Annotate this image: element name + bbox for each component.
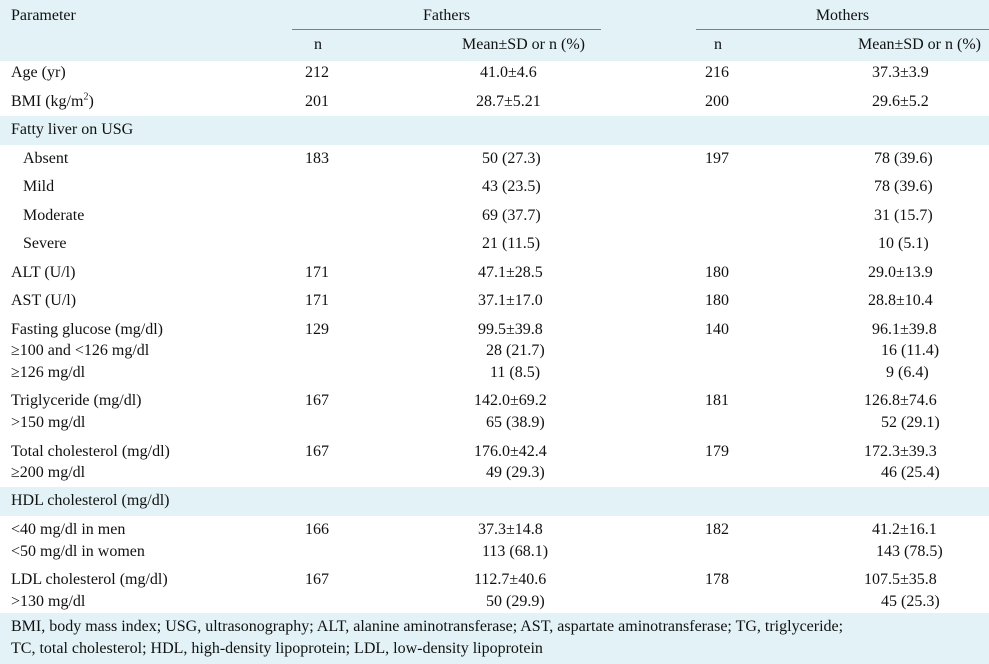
row-glucose-b-label: ≥126 mg/dl (11, 364, 86, 381)
row-ldl-a-f-v: 50 (29.9) (486, 593, 545, 610)
row-glucose-f-v: 99.5±39.8 (478, 321, 543, 338)
row-hdl-a-f-v: 37.3±14.8 (478, 521, 543, 538)
header-parameter: Parameter (11, 7, 76, 24)
row-ast-m-n: 180 (705, 292, 729, 309)
row-tg-a-f-v: 65 (38.9) (486, 414, 545, 431)
header-mothers-mean: Mean±SD or n (%) (858, 36, 981, 53)
row-age-label: Age (yr) (11, 64, 66, 81)
table-header (0, 0, 989, 61)
row-moderate-label: Moderate (23, 207, 85, 224)
row-shade-fatty (0, 116, 989, 145)
row-alt-m-n: 180 (705, 264, 729, 281)
row-hdl-label: HDL cholesterol (mg/dl) (11, 492, 170, 509)
row-ast-m-v: 28.8±10.4 (868, 292, 933, 309)
row-tg-a-m-v: 52 (29.1) (881, 414, 940, 431)
row-absent-m-n: 197 (705, 150, 729, 167)
row-tc-a-f-v: 49 (29.3) (486, 464, 545, 481)
row-hdl-a-m-n: 182 (705, 521, 729, 538)
row-age-m-v: 37.3±3.9 (872, 64, 929, 81)
row-mild-label: Mild (23, 178, 55, 195)
row-glucose-b-m-v: 9 (6.4) (886, 364, 929, 381)
row-alt-f-v: 47.1±28.5 (478, 264, 543, 281)
row-bmi-m-n: 200 (705, 93, 729, 110)
row-severe-f-v: 21 (11.5) (482, 235, 541, 252)
row-tg-f-n: 167 (305, 392, 329, 409)
row-glucose-f-n: 129 (305, 321, 329, 338)
row-ldl-label: LDL cholesterol (mg/dl) (11, 571, 168, 588)
row-absent-m-v: 78 (39.6) (874, 150, 933, 167)
header-fathers-mean: Mean±SD or n (%) (462, 36, 585, 53)
row-tg-label: Triglyceride (mg/dl) (11, 392, 142, 409)
row-tc-a-label: ≥200 mg/dl (11, 464, 86, 481)
footnote-line-2: TC, total cholesterol; HDL, high-density… (11, 640, 543, 657)
row-ast-label: AST (U/l) (11, 292, 77, 309)
row-tg-m-n: 181 (705, 392, 729, 409)
row-glucose-b-f-v: 11 (8.5) (490, 364, 541, 381)
row-bmi-f-n: 201 (305, 93, 329, 110)
header-fathers: Fathers (422, 7, 471, 24)
row-tg-a-label: >150 mg/dl (11, 414, 86, 431)
row-tg-f-v: 142.0±69.2 (474, 392, 547, 409)
row-tg-m-v: 126.8±74.6 (864, 392, 937, 409)
row-hdl-b-label: <50 mg/dl in women (11, 543, 145, 560)
row-glucose-m-v: 96.1±39.8 (872, 321, 937, 338)
row-glucose-a-m-v: 16 (11.4) (881, 342, 940, 359)
row-ldl-m-v: 107.5±35.8 (864, 571, 937, 588)
row-tc-a-m-v: 46 (25.4) (881, 464, 940, 481)
row-glucose-m-n: 140 (705, 321, 729, 338)
row-alt-f-n: 171 (305, 264, 329, 281)
row-bmi-f-v: 28.7±5.21 (476, 93, 541, 110)
row-age-f-v: 41.0±4.6 (480, 64, 537, 81)
row-tc-label: Total cholesterol (mg/dl) (11, 443, 170, 460)
row-tc-f-v: 176.0±42.4 (474, 443, 547, 460)
row-tc-m-v: 172.3±39.3 (864, 443, 937, 460)
row-ldl-a-m-v: 45 (25.3) (881, 593, 940, 610)
row-glucose-a-label: ≥100 and <126 mg/dl (11, 342, 150, 359)
table-footnote: BMI, body mass index; USG, ultrasonograp… (11, 616, 981, 660)
row-ldl-f-n: 167 (305, 571, 329, 588)
table-footnote-band (0, 613, 989, 664)
row-age-f-n: 212 (305, 64, 329, 81)
row-hdl-a-label: <40 mg/dl in men (11, 521, 126, 538)
fathers-header-rule (292, 29, 601, 30)
row-ast-f-n: 171 (305, 292, 329, 309)
header-mothers-n: n (714, 36, 722, 53)
row-bmi-m-v: 29.6±5.2 (872, 93, 929, 110)
row-ast-f-v: 37.1±17.0 (478, 292, 543, 309)
row-bmi-label: BMI (kg/m2) (11, 91, 94, 110)
row-severe-m-v: 10 (5.1) (878, 235, 929, 252)
row-tc-f-n: 167 (305, 443, 329, 460)
row-hdl-b-m-v: 143 (78.5) (876, 543, 943, 560)
row-age-m-n: 216 (705, 64, 729, 81)
row-shade-hdl (0, 487, 989, 516)
row-ldl-m-n: 178 (705, 571, 729, 588)
row-hdl-b-f-v: 113 (68.1) (482, 543, 549, 560)
row-alt-m-v: 29.0±13.9 (868, 264, 933, 281)
row-ldl-f-v: 112.7±40.6 (474, 571, 547, 588)
row-absent-f-v: 50 (27.3) (482, 150, 541, 167)
row-severe-label: Severe (23, 235, 67, 252)
row-absent-f-n: 183 (305, 150, 329, 167)
row-glucose-a-f-v: 28 (21.7) (486, 342, 545, 359)
footnote-line-1: BMI, body mass index; USG, ultrasonograp… (11, 618, 844, 635)
row-moderate-m-v: 31 (15.7) (874, 207, 933, 224)
row-alt-label: ALT (U/l) (11, 264, 76, 281)
row-absent-label: Absent (23, 150, 69, 167)
row-moderate-f-v: 69 (37.7) (482, 207, 541, 224)
row-tc-m-n: 179 (705, 443, 729, 460)
row-glucose-label: Fasting glucose (mg/dl) (11, 321, 163, 338)
row-hdl-a-m-v: 41.2±16.1 (872, 521, 937, 538)
header-fathers-n: n (314, 36, 322, 53)
row-mild-f-v: 43 (23.5) (482, 178, 541, 195)
mothers-header-rule (696, 29, 989, 30)
header-mothers: Mothers (815, 7, 870, 24)
row-ldl-a-label: >130 mg/dl (11, 593, 86, 610)
row-mild-m-v: 78 (39.6) (874, 178, 933, 195)
row-fatty-label: Fatty liver on USG (11, 121, 134, 138)
row-hdl-a-f-n: 166 (305, 521, 329, 538)
